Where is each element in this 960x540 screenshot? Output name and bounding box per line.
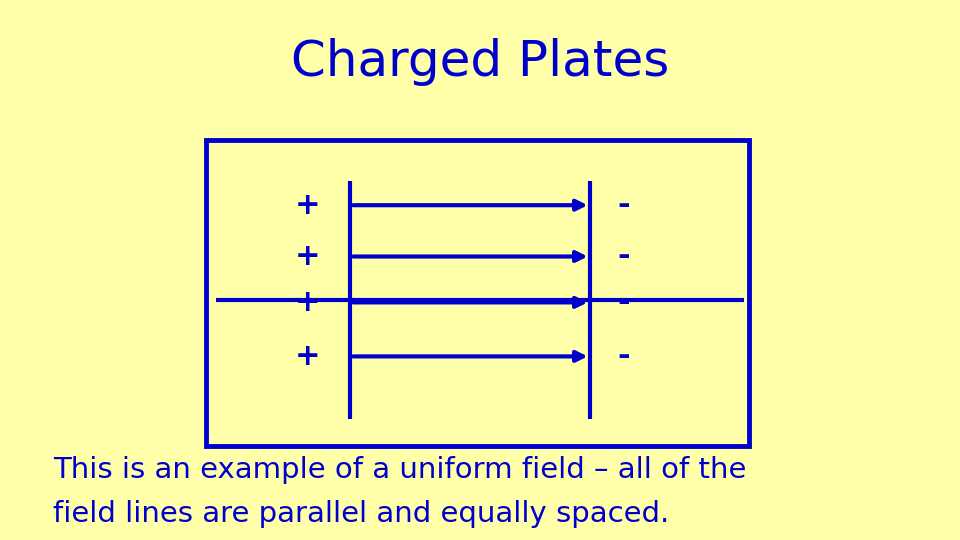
Text: This is an example of a uniform field – all of the: This is an example of a uniform field – … [53,456,746,484]
Text: +: + [295,191,320,220]
Text: -: - [617,191,631,220]
Text: +: + [295,242,320,271]
Text: -: - [617,342,631,371]
Text: field lines are parallel and equally spaced.: field lines are parallel and equally spa… [53,500,669,528]
Text: -: - [617,288,631,317]
Text: +: + [295,342,320,371]
Text: +: + [295,288,320,317]
Bar [206,140,749,446]
Text: Charged Plates: Charged Plates [291,38,669,86]
Text: -: - [617,242,631,271]
